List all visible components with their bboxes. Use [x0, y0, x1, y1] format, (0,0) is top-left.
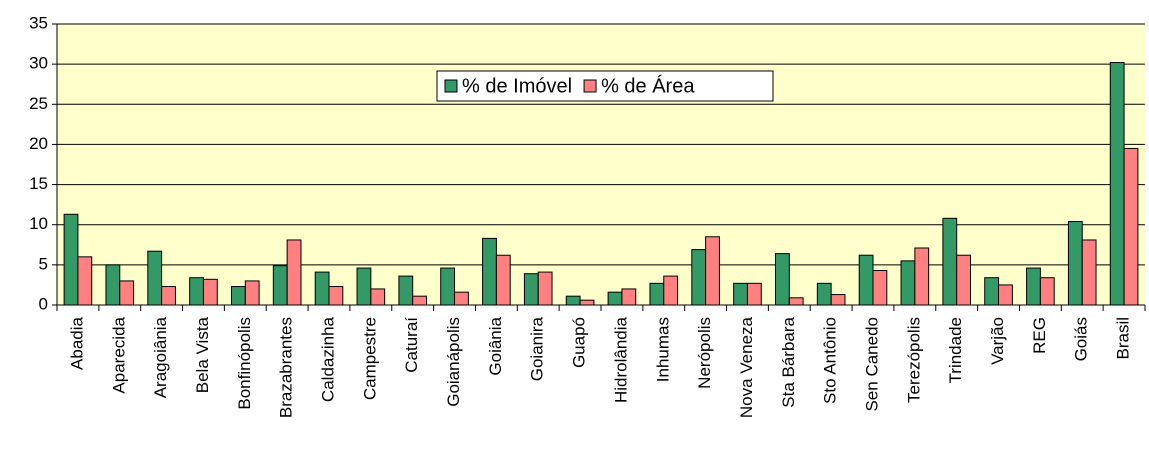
- bar: [202, 278, 218, 306]
- y-tick-label: 25: [29, 94, 48, 113]
- legend-box: [436, 70, 774, 102]
- bar: [147, 250, 163, 306]
- y-tick-label: 10: [29, 214, 48, 233]
- x-tick-label: Goiás: [1072, 317, 1091, 361]
- bar: [649, 282, 665, 306]
- bar: [984, 277, 1000, 306]
- bar: [942, 217, 958, 306]
- bar: [119, 280, 135, 306]
- x-tick-label: Guapó: [570, 317, 589, 368]
- bar: [1026, 267, 1041, 306]
- plot-area: [57, 24, 1145, 305]
- x-tick-label: REG: [1030, 317, 1049, 354]
- x-tick-label: Sto Antônio: [821, 317, 840, 404]
- bar: [872, 269, 888, 306]
- bar: [956, 254, 972, 306]
- x-tick-label: Trindade: [946, 317, 965, 383]
- bar: [746, 282, 762, 306]
- x-tick-label: Caturaí: [402, 317, 421, 373]
- bar: [272, 265, 288, 306]
- y-tick-label: 0: [39, 294, 48, 313]
- y-tick-label: 15: [29, 174, 48, 193]
- bar: [523, 273, 539, 306]
- bar: [816, 282, 832, 306]
- bar: [998, 284, 1013, 306]
- x-tick-label: Bela Vista: [193, 316, 212, 393]
- bar: [314, 271, 330, 306]
- bar: [244, 280, 260, 306]
- x-tick-label: Sen Canedo: [862, 317, 881, 412]
- bar: [370, 288, 386, 306]
- bar: [691, 249, 707, 306]
- bar: [495, 254, 511, 306]
- bar: [189, 277, 204, 306]
- x-tick-label: Abadia: [67, 316, 86, 369]
- x-tick-label: Goiânia: [486, 316, 505, 375]
- x-tick-label: Inhumas: [653, 317, 672, 382]
- bar: [1067, 221, 1083, 306]
- x-tick-label: Nova Veneza: [737, 316, 756, 418]
- x-tick-label: Brazabrantes: [277, 317, 296, 418]
- x-tick-label: Terezópolis: [904, 317, 923, 403]
- bar: [733, 282, 748, 306]
- bar: [328, 286, 344, 306]
- x-tick-label: Hidrolândia: [611, 316, 630, 403]
- bar: [788, 297, 804, 306]
- x-tick-label: Goianira: [528, 316, 547, 381]
- bar: [1109, 62, 1125, 306]
- bar: [77, 256, 93, 306]
- bar: [774, 253, 790, 306]
- x-tick-label: Nerópolis: [695, 317, 714, 389]
- bar: [412, 295, 428, 306]
- bar: [161, 286, 176, 306]
- legend-swatch: [583, 79, 597, 93]
- bar: [830, 294, 846, 306]
- y-tick-label: 35: [29, 13, 48, 32]
- bar: [565, 295, 581, 306]
- bar: [1123, 147, 1139, 306]
- legend-label: % de Imóvel: [462, 75, 572, 97]
- x-tick-label: Brasil: [1114, 317, 1133, 360]
- bar: [440, 267, 456, 306]
- bar: [1081, 239, 1097, 306]
- bar: [705, 236, 720, 306]
- bar: [914, 247, 930, 306]
- bar: [454, 291, 469, 306]
- x-tick-label: Aragoiânia: [151, 316, 170, 398]
- bar: [858, 254, 874, 306]
- bar: [900, 260, 916, 306]
- bar: [1039, 277, 1055, 306]
- bar: [230, 286, 246, 306]
- bar: [286, 239, 302, 306]
- legend-swatch: [444, 79, 458, 93]
- bar: [105, 264, 121, 306]
- y-tick-label: 5: [39, 254, 48, 273]
- bar: [398, 275, 414, 306]
- y-tick-label: 30: [29, 54, 48, 73]
- x-tick-label: Varjão: [988, 317, 1007, 365]
- bar: [63, 213, 79, 306]
- bar: [607, 291, 623, 306]
- x-tick-label: Caldazinha: [318, 316, 337, 402]
- bar: [482, 237, 497, 306]
- x-tick-label: Goianápolis: [444, 317, 463, 407]
- x-tick-label: Bonfinópolis: [235, 317, 254, 410]
- x-tick-label: Sta Bárbara: [779, 316, 798, 407]
- bar: [579, 299, 595, 306]
- x-tick-label: Aparecida: [109, 316, 128, 393]
- x-tick-label: Campestre: [360, 317, 379, 400]
- bar: [621, 288, 637, 306]
- y-tick-label: 20: [29, 134, 48, 153]
- legend-label: % de Área: [601, 74, 695, 97]
- bar: [356, 267, 372, 306]
- bar: [663, 275, 679, 306]
- bar: [537, 271, 553, 306]
